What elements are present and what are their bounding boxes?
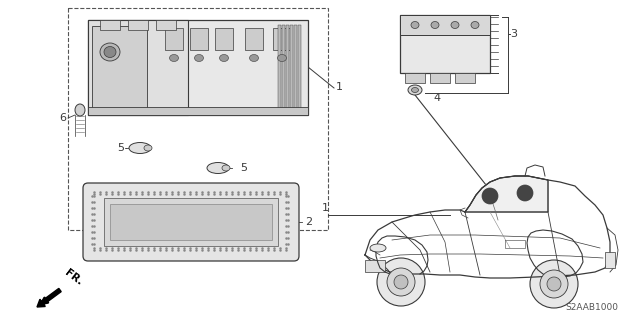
Ellipse shape: [170, 55, 179, 62]
FancyBboxPatch shape: [83, 183, 299, 261]
Bar: [286, 25, 289, 110]
FancyArrow shape: [37, 288, 61, 307]
Bar: [156, 20, 176, 30]
Ellipse shape: [144, 145, 152, 151]
Ellipse shape: [220, 55, 228, 62]
Text: 1: 1: [322, 203, 329, 213]
Bar: [190, 28, 208, 50]
Ellipse shape: [471, 21, 479, 28]
Bar: [273, 28, 291, 50]
Bar: [245, 28, 263, 50]
Text: 6: 6: [59, 113, 66, 123]
Circle shape: [394, 275, 408, 289]
Bar: [605, 252, 615, 268]
Bar: [405, 73, 425, 83]
Bar: [165, 28, 183, 50]
Circle shape: [530, 260, 578, 308]
Ellipse shape: [222, 165, 230, 171]
Text: 5: 5: [240, 163, 247, 173]
Text: 4: 4: [433, 93, 440, 103]
Ellipse shape: [411, 21, 419, 28]
Ellipse shape: [408, 85, 422, 95]
Text: 2: 2: [305, 217, 312, 227]
Bar: [92, 26, 147, 109]
Circle shape: [387, 268, 415, 296]
Circle shape: [377, 258, 425, 306]
Ellipse shape: [129, 143, 151, 153]
Text: 3: 3: [510, 29, 517, 39]
Bar: [455, 73, 475, 83]
Ellipse shape: [250, 55, 259, 62]
Circle shape: [517, 185, 533, 201]
Bar: [400, 15, 490, 73]
Bar: [278, 25, 281, 110]
Ellipse shape: [431, 21, 439, 28]
Ellipse shape: [104, 47, 116, 57]
Bar: [110, 204, 272, 240]
Ellipse shape: [412, 87, 419, 93]
Bar: [88, 107, 308, 115]
Ellipse shape: [195, 55, 204, 62]
Polygon shape: [465, 176, 548, 212]
Circle shape: [547, 277, 561, 291]
Ellipse shape: [278, 55, 287, 62]
Bar: [400, 15, 490, 35]
Circle shape: [482, 188, 498, 204]
Bar: [294, 25, 297, 110]
Bar: [290, 25, 293, 110]
Bar: [215, 28, 233, 50]
Bar: [128, 20, 148, 30]
Text: 5: 5: [117, 143, 124, 153]
Ellipse shape: [370, 244, 386, 252]
Ellipse shape: [75, 104, 85, 116]
Bar: [298, 25, 301, 110]
Bar: [88, 20, 308, 115]
Bar: [68, 8, 328, 230]
Bar: [88, 20, 188, 115]
Text: FR.: FR.: [63, 267, 84, 287]
Bar: [282, 25, 285, 110]
Bar: [365, 260, 385, 272]
Bar: [104, 198, 278, 246]
Text: S2AAB1000: S2AAB1000: [565, 303, 618, 312]
Ellipse shape: [207, 162, 229, 174]
Ellipse shape: [451, 21, 459, 28]
Ellipse shape: [100, 43, 120, 61]
Circle shape: [540, 270, 568, 298]
Bar: [100, 20, 120, 30]
Bar: [430, 73, 450, 83]
Text: 1: 1: [336, 82, 343, 92]
